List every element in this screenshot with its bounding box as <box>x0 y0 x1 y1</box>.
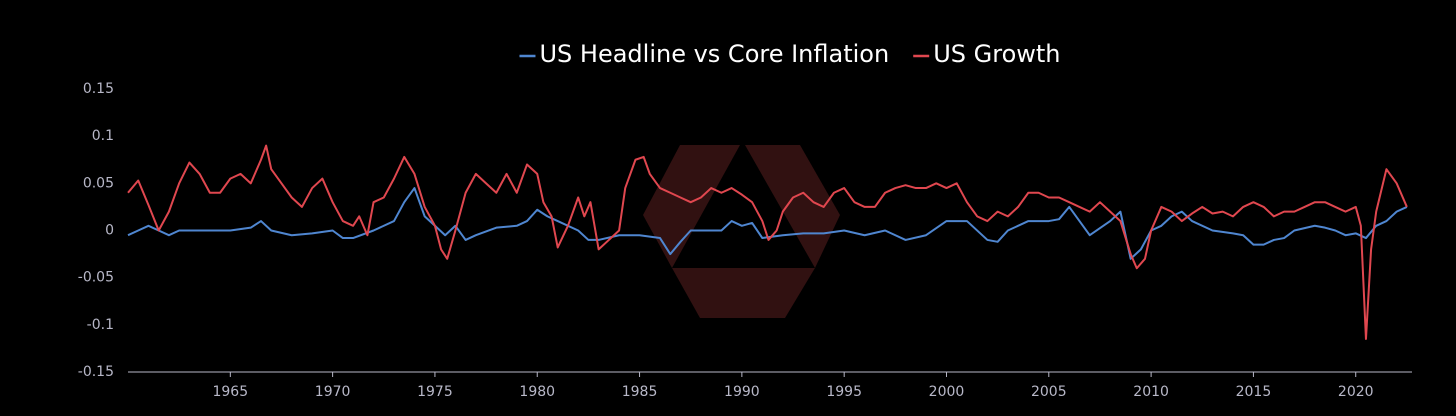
y-tick-label: -0.1 <box>87 317 114 333</box>
series-line <box>127 187 1408 260</box>
x-tick-label: 2010 <box>1133 384 1169 400</box>
x-tick-label: 1970 <box>315 384 351 400</box>
y-tick-label: -0.05 <box>78 270 114 286</box>
x-tick-label: 1990 <box>724 384 760 400</box>
y-tick-label: -0.15 <box>78 364 114 380</box>
y-tick-label: 0.05 <box>83 175 114 191</box>
series-line <box>127 144 1408 340</box>
watermark-logo <box>643 145 840 318</box>
x-tick-label: 2000 <box>929 384 965 400</box>
x-tick-label: 2005 <box>1031 384 1067 400</box>
x-tick-label: 2020 <box>1338 384 1374 400</box>
y-tick-label: 0.1 <box>92 128 114 144</box>
x-tick-label: 1965 <box>212 384 248 400</box>
x-tick-label: 1995 <box>826 384 862 400</box>
x-tick-label: 1980 <box>519 384 555 400</box>
y-tick-label: 0.15 <box>83 81 114 97</box>
legend-label: US Headline vs Core Inflation <box>539 40 889 68</box>
legend-label: US Growth <box>933 40 1060 68</box>
x-tick-label: 1975 <box>417 384 453 400</box>
x-tick-label: 1985 <box>622 384 658 400</box>
x-tick-label: 2015 <box>1236 384 1272 400</box>
y-tick-label: 0 <box>105 223 114 239</box>
